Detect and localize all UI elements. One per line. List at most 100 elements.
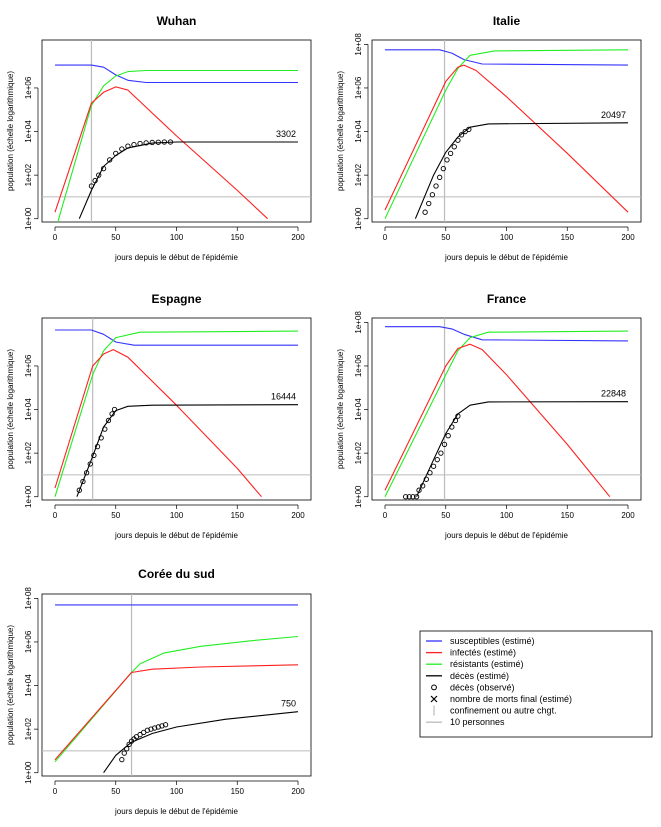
observed-death-point [125,143,131,149]
infected-curve [54,349,262,498]
observed-death-point [96,172,102,178]
final-deaths-label: 16444 [271,392,296,402]
x-axis-label: jours depuis le début de l'épidémie [114,253,238,262]
y-axis-label: population (échelle logarithmique) [6,625,15,745]
final-deaths-label: 3302 [276,129,296,139]
y-axis-label: population (échelle logarithmique) [336,71,345,191]
x-tick-label: 0 [383,233,388,242]
legend-item: susceptibles (estimé) [426,636,535,646]
y-tick-label: 1e+06 [24,630,33,653]
observed-death-point [111,406,118,413]
recovered-curve [384,330,629,497]
y-tick-label: 1e+02 [24,717,33,740]
y-tick-label: 1e+08 [354,311,363,334]
y-axis-label: population (échelle logarithmique) [6,71,15,191]
x-tick-label: 200 [291,511,305,520]
deaths-estimated-curve [76,404,299,497]
observed-death-point [92,177,98,184]
observed-death-point [426,200,432,207]
x-axis-label: jours depuis le début de l'épidémie [444,253,568,262]
observed-death-point [422,209,428,215]
legend-label: 10 personnes [450,717,505,727]
legend-item: décès (observé) [431,682,515,692]
observed-death-point [131,141,137,148]
observed-death-point [100,165,107,172]
observed-death-point [94,443,101,450]
observed-death-point [406,494,412,500]
plot-area [42,40,311,222]
legend-label: décès (estimé) [450,671,509,681]
susceptible-curve [55,329,298,346]
observed-death-point [87,461,93,467]
x-tick-label: 0 [383,511,388,520]
plot-area [372,40,641,222]
x-tick-label: 150 [231,511,245,520]
legend-item: 10 personnes [426,717,505,727]
observed-death-point [455,137,461,143]
observed-death-point [438,450,444,456]
observed-death-point [83,470,90,476]
observed-death-point [102,426,108,432]
x-tick-label: 200 [621,511,635,520]
legend-label: susceptibles (estimé) [450,636,535,646]
observed-death-point [429,192,436,198]
legend: susceptibles (estimé) infectés (estimé)ré… [419,630,653,738]
x-tick-label: 100 [170,787,184,796]
observed-death-point [155,724,161,730]
recovered-curve [384,49,629,219]
chart-panel: France 22848 0 50 100 150 200 jours depuis le d… [336,292,642,540]
y-tick-label: 1e+04 [24,398,33,421]
x-tick-label: 50 [111,787,120,796]
observed-death-point [91,452,97,458]
x-tick-label: 50 [111,233,120,242]
legend-item: nombre de morts final (estimé) [430,694,572,704]
chart-title: France [487,292,527,306]
legend-label: infectés (estimé) [450,648,516,658]
observed-death-point [119,757,125,763]
plot-frame [371,39,642,223]
x-tick-label: 200 [621,233,635,242]
observed-death-point [76,487,82,493]
observed-death-point [144,727,150,733]
x-tick-label: 0 [53,511,58,520]
deaths-estimated-curve [414,122,629,219]
susceptible-curve [55,64,298,84]
x-tick-label: 0 [53,787,58,796]
infected-curve [384,343,611,498]
observed-death-point [155,139,161,145]
susceptible-curve [385,49,629,66]
observed-death-point [107,157,113,163]
chart-title: Espagne [151,292,201,306]
observed-death-point [458,132,465,138]
observed-death-point [447,150,454,156]
observed-death-point [148,726,154,732]
y-tick-label: 1e+00 [24,207,33,230]
infected-curve [384,64,629,213]
deaths-estimated-curve [103,711,299,774]
recovered-curve [54,635,299,763]
observed-death-point [410,494,416,500]
legend-circle-swatch [431,684,437,691]
observed-death-point [80,478,86,485]
y-tick-label: 1e+08 [354,33,363,56]
x-tick-label: 150 [561,511,575,520]
chart-panel: Wuhan 3302 0 50 100 150 200 jours depuis le déb… [6,14,312,262]
y-tick-label: 1e+08 [24,587,33,610]
observed-death-point [441,441,448,448]
observed-death-point [434,457,440,463]
y-tick-label: 1e+06 [24,354,33,377]
x-tick-label: 100 [500,511,514,520]
x-tick-label: 200 [291,233,305,242]
observed-death-point [420,483,426,489]
observed-death-point [430,463,437,469]
legend-label: nombre de morts final (estimé) [450,694,572,704]
final-deaths-label: 750 [281,699,296,709]
plot-frame [371,317,642,501]
legend-item: confinement ou autre chgt. [433,705,557,716]
plot-area [42,594,311,776]
observed-death-point [445,433,451,439]
observed-death-point [149,139,155,146]
y-tick-label: 1e+00 [354,485,363,508]
plot-frame [41,317,312,501]
y-tick-label: 1e+02 [24,163,33,186]
